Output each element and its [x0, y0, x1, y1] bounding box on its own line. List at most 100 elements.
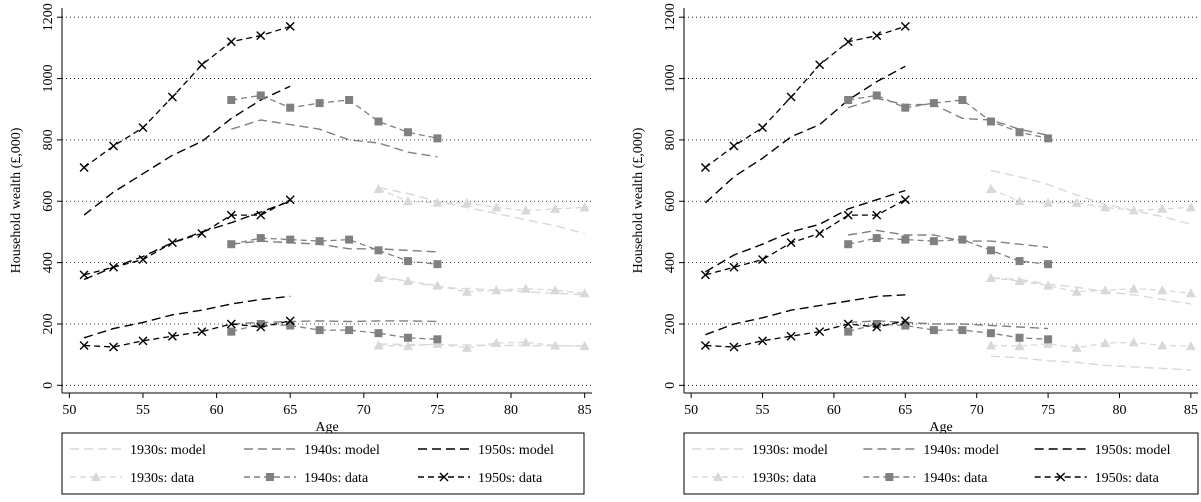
legend-marker — [266, 473, 274, 481]
legend-item: 1940s: data — [863, 471, 988, 486]
data-point — [197, 228, 207, 238]
data-point — [315, 326, 324, 335]
data-point — [461, 286, 472, 296]
data-point — [550, 203, 561, 213]
data-point — [1100, 202, 1111, 212]
series-line — [705, 199, 906, 276]
legend-label: 1950s: model — [1095, 443, 1171, 458]
legend-item: 1950s: model — [418, 443, 554, 458]
series-model-1930s-low — [990, 355, 1191, 371]
data-point — [520, 205, 531, 215]
data-point — [256, 210, 266, 220]
series-data-1930s-mid — [985, 272, 1196, 298]
data-point — [786, 92, 796, 102]
data-point — [432, 338, 443, 348]
data-point — [403, 257, 412, 266]
data-point — [402, 341, 413, 351]
series-model-1950s-low — [83, 295, 291, 339]
data-point — [1043, 197, 1054, 207]
data-point — [1071, 197, 1082, 207]
data-point — [226, 37, 236, 47]
data-point — [815, 228, 825, 238]
x-tick-label: 80 — [1112, 403, 1126, 418]
series-line — [705, 294, 906, 336]
series-line — [231, 323, 438, 340]
series-line — [848, 237, 1049, 265]
data-point — [79, 340, 89, 350]
data-point — [491, 337, 502, 347]
data-point — [256, 91, 265, 100]
data-point — [227, 327, 236, 336]
legend-label: 1940s: model — [923, 443, 999, 458]
data-point — [167, 238, 177, 248]
y-tick-label: 600 — [41, 191, 56, 212]
data-point — [374, 329, 383, 338]
data-point — [109, 262, 119, 272]
series-data-1930s-low — [373, 337, 590, 352]
legend-2: 1930s: model 1940s: model 1950s: model 1930… — [683, 432, 1199, 495]
series-data-1950s-mid — [79, 195, 295, 280]
data-point — [958, 96, 967, 105]
data-point — [373, 272, 384, 282]
series-model-1940s-mid — [848, 229, 1049, 248]
legend-label: 1940s: data — [304, 471, 369, 486]
x-tick-label: 55 — [136, 403, 150, 418]
data-point — [285, 195, 295, 205]
data-point — [138, 123, 148, 133]
data-point — [109, 141, 119, 151]
series-line — [848, 229, 1049, 248]
series-data-1950s-mid — [700, 195, 910, 280]
series-line — [83, 200, 291, 281]
data-point — [901, 103, 910, 112]
data-point — [403, 128, 412, 137]
y-tick-label: 800 — [663, 129, 678, 150]
series-model-1950s-high — [704, 65, 906, 204]
series-line — [990, 277, 1192, 305]
data-point — [729, 342, 739, 352]
series-line — [231, 119, 438, 158]
legend-item: 1940s: model — [244, 443, 380, 458]
x-tick-label: 75 — [1041, 403, 1055, 418]
data-point — [844, 240, 853, 249]
series-line — [705, 25, 906, 169]
legend-item: 1930s: model — [692, 443, 828, 458]
data-point — [227, 240, 236, 249]
series-line — [231, 240, 438, 253]
x-tick-label: 55 — [756, 403, 770, 418]
series-data-1930s-high — [985, 183, 1196, 215]
data-point — [373, 183, 384, 193]
data-point — [226, 319, 236, 329]
data-point — [197, 327, 207, 337]
series-model-1940s-high — [847, 97, 1049, 136]
data-point — [700, 270, 710, 280]
series-line — [990, 277, 1191, 294]
series-line — [231, 237, 438, 265]
data-point — [315, 99, 324, 108]
data-point — [1157, 340, 1168, 350]
data-point — [1128, 337, 1139, 347]
data-point — [256, 322, 266, 332]
series-model-1930s-high — [378, 186, 585, 235]
series-line — [847, 97, 1049, 136]
series-model-1940s-high — [231, 119, 438, 158]
data-point — [1014, 341, 1025, 351]
data-point — [786, 238, 796, 248]
series-data-1940s-mid — [844, 234, 1053, 269]
y-tick-label: 800 — [41, 129, 56, 150]
data-point — [109, 342, 119, 352]
data-point — [872, 319, 881, 328]
series-line — [990, 355, 1191, 371]
y-tick-label: 0 — [41, 382, 56, 389]
data-point — [374, 246, 383, 255]
series-line — [378, 341, 585, 349]
legend-item: 1940s: model — [863, 443, 999, 458]
data-point — [958, 326, 967, 335]
x-tick-label: 65 — [283, 403, 297, 418]
series-data-1950s-low — [700, 316, 910, 352]
data-point — [1015, 333, 1024, 342]
legend-label: 1940s: data — [923, 471, 988, 486]
data-point — [900, 21, 910, 31]
data-point — [285, 21, 295, 31]
legend-marker — [885, 473, 894, 481]
